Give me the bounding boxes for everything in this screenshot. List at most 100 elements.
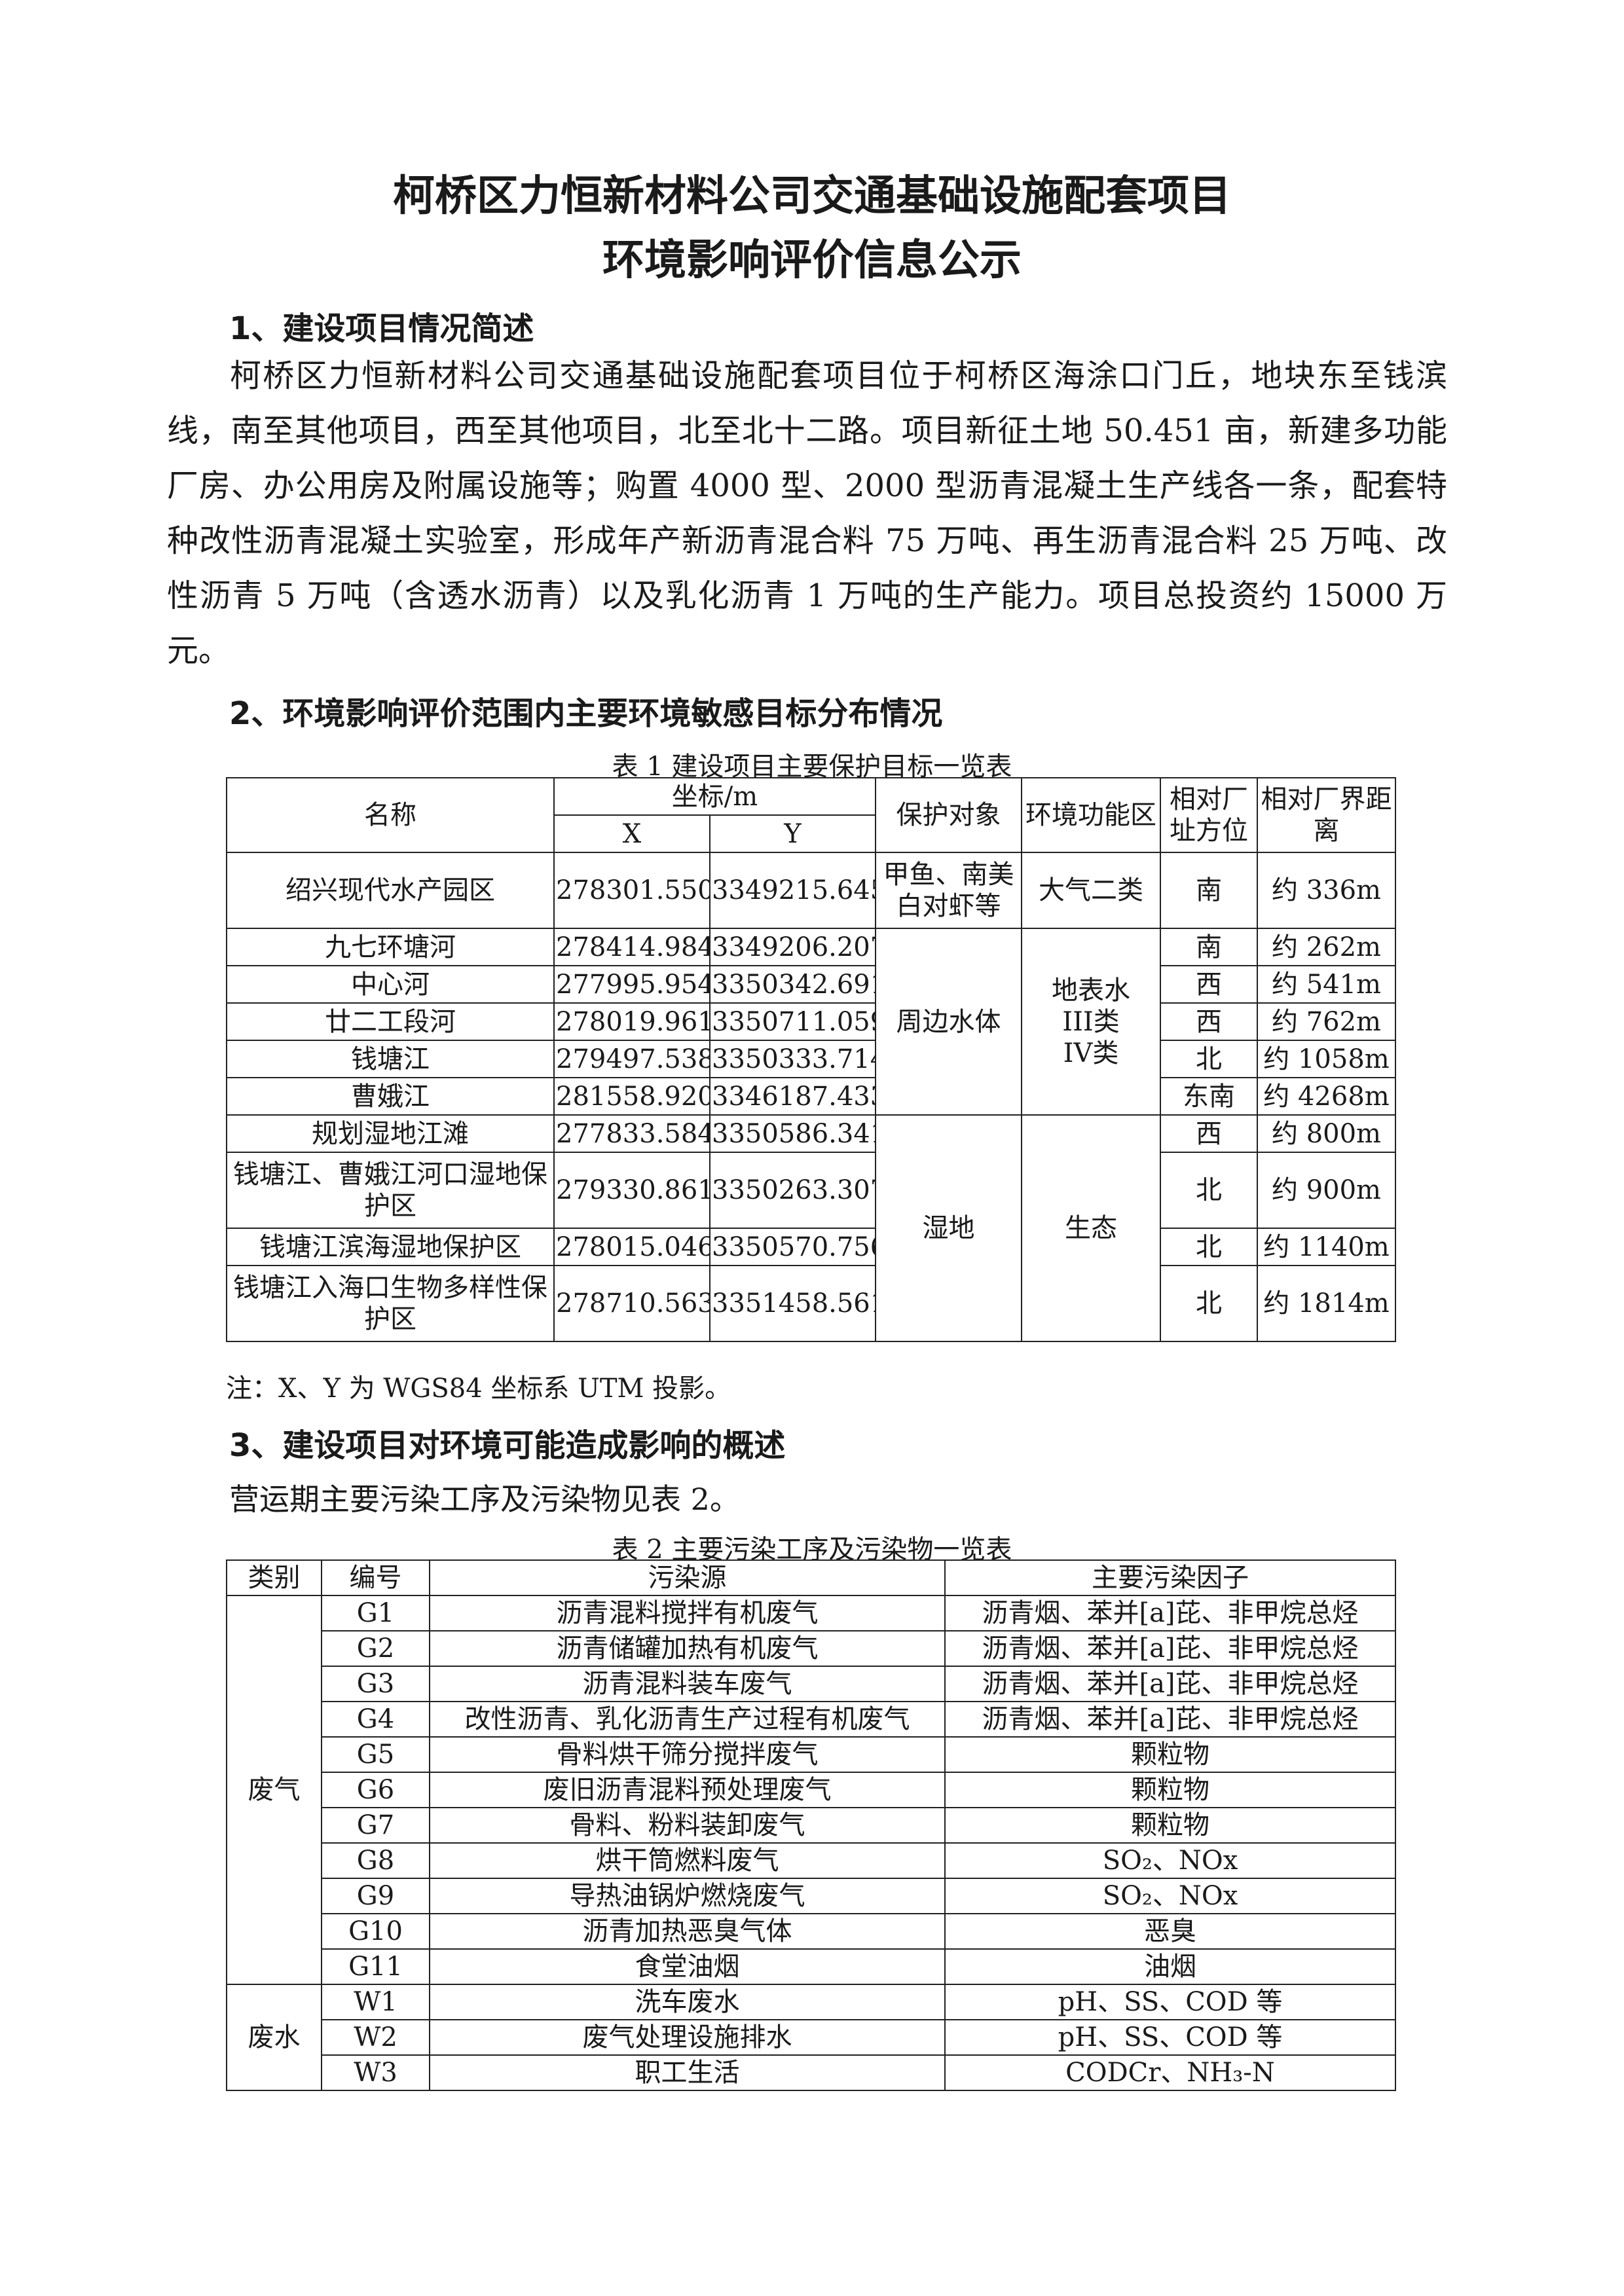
protection-targets-table: 名称 坐标/m 保护对象 环境功能区 相对厂址方位 相对厂界距离 X Y 绍兴现… <box>226 777 1396 1342</box>
document-subtitle: 环境影响评价信息公示 <box>602 236 1022 285</box>
cell-source: 沥青混料搅拌有机废气 <box>429 1595 946 1631</box>
table-row: 废气 G1 沥青混料搅拌有机废气 沥青烟、苯并[a]芘、非甲烷总烃 <box>226 1595 1396 1985</box>
cell-x: 277833.584 <box>553 1114 710 1153</box>
cell-source: 废气处理设施排水 <box>429 2019 946 2056</box>
table-row: G6 废旧沥青混料预处理废气 颗粒物 <box>227 1772 1396 1808</box>
cell-direction: 西 <box>1160 1114 1258 1153</box>
cell-source: 沥青加热恶臭气体 <box>429 1913 946 1950</box>
cell-target: 甲鱼、南美白对虾等 <box>875 852 1022 929</box>
table-row: 九七环塘河 278414.984 3349206.207 周边水体 地表水 II… <box>226 928 1396 1116</box>
cell-factor: 颗粒物 <box>944 1736 1396 1773</box>
table-row: 曹娥江 281558.920 3346187.433 东南 约 4268m <box>226 1077 1396 1116</box>
table-row: 钱塘江 279497.538 3350333.714 北 约 1058m <box>226 1040 1396 1078</box>
cell-code: W2 <box>321 2019 430 2056</box>
table-row: W3 职工生活 CODCr、NH₃-N <box>227 2054 1396 2091</box>
section1-paragraph: 柯桥区力恒新材料公司交通基础设施配套项目位于柯桥区海涂口门丘，地块东至钱滨线，南… <box>167 357 1447 669</box>
cell-y: 3350711.059 <box>709 1002 876 1041</box>
table-row: G10 沥青加热恶臭气体 恶臭 <box>227 1913 1396 1950</box>
cell-y: 3349206.207 <box>709 928 876 966</box>
cell-factor: 沥青烟、苯并[a]芘、非甲烷总烃 <box>944 1630 1396 1667</box>
table-row: 绍兴现代水产园区 278301.550 3349215.645 甲鱼、南美白对虾… <box>226 852 1396 929</box>
header-y: Y <box>709 814 876 853</box>
section1-heading: 1、建设项目情况简述 <box>229 310 534 347</box>
cell-x: 277995.954 <box>553 965 710 1004</box>
cell-name: 廿二工段河 <box>226 1002 555 1041</box>
cell-zone: 大气二类 <box>1021 852 1161 929</box>
cell-direction: 北 <box>1160 1265 1258 1342</box>
cell-factor: 颗粒物 <box>944 1772 1396 1808</box>
header-direction: 相对厂址方位 <box>1160 777 1258 853</box>
cell-x: 278710.563 <box>553 1265 710 1342</box>
cell-factor: SO₂、NOx <box>944 1842 1396 1879</box>
cell-target: 周边水体 <box>875 928 1022 1116</box>
header-zone: 环境功能区 <box>1021 777 1161 853</box>
pollutants-table: 类别 编号 污染源 主要污染因子 废气 G1 沥青混料搅拌有机废气 沥青烟、苯并[a]… <box>226 1559 1396 2091</box>
cell-code: G10 <box>321 1913 430 1950</box>
table-row: 规划湿地江滩 277833.584 3350586.341 湿地 生态 西 约 … <box>226 1114 1396 1342</box>
cell-source: 沥青混料装车废气 <box>429 1666 946 1702</box>
cell-name: 钱塘江 <box>226 1040 555 1078</box>
table-row: G9 导热油锅炉燃烧废气 SO₂、NOx <box>227 1878 1396 1914</box>
cell-source: 骨料、粉料装卸废气 <box>429 1807 946 1844</box>
table-row: 钱塘江入海口生物多样性保护区 278710.563 3351458.561 北 … <box>226 1265 1396 1342</box>
cell-factor: 沥青烟、苯并[a]芘、非甲烷总烃 <box>944 1701 1396 1738</box>
cell-y: 3350333.714 <box>709 1040 876 1078</box>
category-gas: 废气 <box>226 1595 322 1985</box>
cell-source: 导热油锅炉燃烧废气 <box>429 1878 946 1914</box>
cell-code: W3 <box>321 2054 430 2091</box>
cell-name: 中心河 <box>226 965 555 1004</box>
cell-direction: 北 <box>1160 1040 1258 1078</box>
cell-direction: 南 <box>1160 852 1258 929</box>
cell-distance: 约 336m <box>1257 852 1396 929</box>
header-name: 名称 <box>226 777 555 853</box>
cell-direction: 南 <box>1160 928 1258 966</box>
category-water: 废水 <box>226 1984 322 2091</box>
cell-name: 钱塘江、曹娥江河口湿地保护区 <box>226 1152 555 1229</box>
table-row: 废水 W1 洗车废水 pH、SS、COD 等 <box>226 1984 1396 2091</box>
cell-distance: 约 541m <box>1257 965 1396 1004</box>
cell-y: 3349215.645 <box>709 852 876 929</box>
cell-direction: 西 <box>1160 965 1258 1004</box>
cell-y: 3346187.433 <box>709 1077 876 1116</box>
table-header-row: 类别 编号 污染源 主要污染因子 <box>226 1559 1396 1596</box>
cell-target: 湿地 <box>875 1114 1022 1342</box>
cell-zone: 生态 <box>1021 1114 1161 1342</box>
cell-factor: 油烟 <box>944 1948 1396 1985</box>
cell-factor: pH、SS、COD 等 <box>944 2019 1396 2056</box>
table-row: 钱塘江、曹娥江河口湿地保护区 279330.861 3350263.307 北 … <box>226 1152 1396 1229</box>
cell-distance: 约 1058m <box>1257 1040 1396 1078</box>
cell-source: 废旧沥青混料预处理废气 <box>429 1772 946 1808</box>
header-category: 类别 <box>226 1559 322 1596</box>
table-row: G3 沥青混料装车废气 沥青烟、苯并[a]芘、非甲烷总烃 <box>227 1666 1396 1702</box>
table-row: G8 烘干筒燃料废气 SO₂、NOx <box>227 1842 1396 1879</box>
header-x: X <box>553 814 710 853</box>
cell-distance: 约 1140m <box>1257 1228 1396 1266</box>
cell-name: 钱塘江滨海湿地保护区 <box>226 1228 555 1266</box>
cell-distance: 约 1814m <box>1257 1265 1396 1342</box>
cell-source: 洗车废水 <box>429 1984 946 2020</box>
table-row: W2 废气处理设施排水 pH、SS、COD 等 <box>227 2019 1396 2056</box>
cell-factor: 颗粒物 <box>944 1807 1396 1844</box>
cell-name: 绍兴现代水产园区 <box>226 852 555 929</box>
table-row: G4 改性沥青、乳化沥青生产过程有机废气 沥青烟、苯并[a]芘、非甲烷总烃 <box>227 1701 1396 1738</box>
table-header-row: 名称 坐标/m 保护对象 环境功能区 相对厂址方位 相对厂界距离 <box>226 777 1396 853</box>
cell-name: 九七环塘河 <box>226 928 555 966</box>
header-factor: 主要污染因子 <box>944 1559 1396 1596</box>
section2-heading: 2、环境影响评价范围内主要环境敏感目标分布情况 <box>229 695 943 732</box>
document-title: 柯桥区力恒新材料公司交通基础设施配套项目 <box>393 172 1231 221</box>
table-row: G7 骨料、粉料装卸废气 颗粒物 <box>227 1807 1396 1844</box>
cell-factor: 恶臭 <box>944 1913 1396 1950</box>
table-row: G11 食堂油烟 油烟 <box>227 1948 1396 1985</box>
table-header-row: X Y <box>227 814 1395 853</box>
section3-heading: 3、建设项目对环境可能造成影响的概述 <box>229 1427 786 1464</box>
cell-source: 职工生活 <box>429 2054 946 2091</box>
cell-distance: 约 800m <box>1257 1114 1396 1153</box>
cell-name: 规划湿地江滩 <box>226 1114 555 1153</box>
cell-factor: 沥青烟、苯并[a]芘、非甲烷总烃 <box>944 1595 1396 1631</box>
cell-factor: CODCr、NH₃-N <box>944 2054 1396 2091</box>
table1-caption: 表 1 建设项目主要保护目标一览表 <box>612 752 1012 782</box>
table-row: 钱塘江滨海湿地保护区 278015.046 3350570.756 北 约 11… <box>226 1228 1396 1266</box>
cell-y: 3350263.307 <box>709 1152 876 1229</box>
header-code: 编号 <box>321 1559 430 1596</box>
cell-x: 278301.550 <box>553 852 710 929</box>
